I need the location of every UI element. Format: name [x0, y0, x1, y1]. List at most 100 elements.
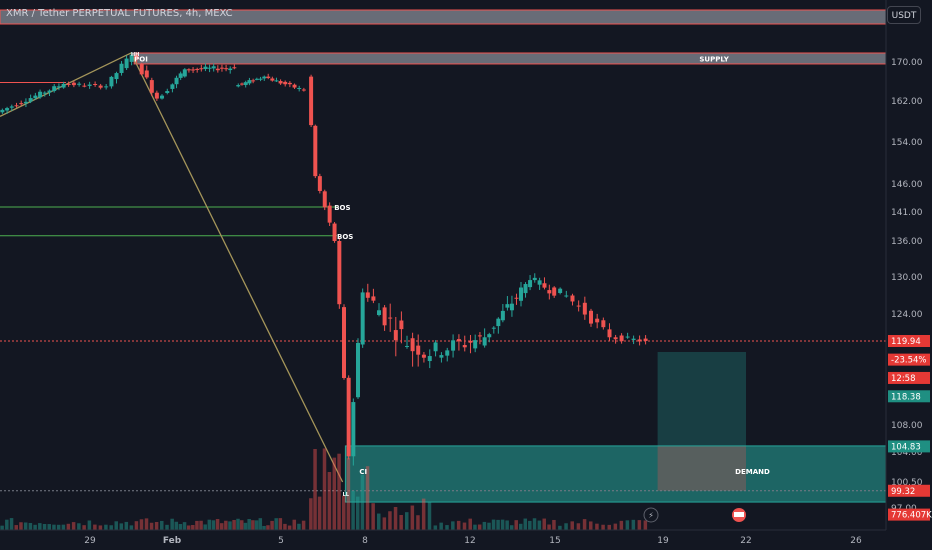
candle-body [393, 330, 398, 341]
annotation-supply: SUPPLY [699, 55, 729, 63]
volume-bar [170, 518, 174, 530]
volume-bar [5, 519, 9, 530]
candle-body [228, 68, 233, 71]
volume-bar [405, 512, 409, 530]
candle-body [297, 87, 302, 89]
volume-bar [228, 521, 232, 530]
volume-bar [595, 523, 599, 530]
candle-body [14, 105, 19, 107]
candle-body [547, 290, 552, 294]
volume-bar [42, 523, 47, 530]
volume-bar [462, 522, 467, 530]
volume-bar [377, 513, 381, 530]
volume-bar [332, 457, 337, 530]
candle-body [327, 205, 332, 223]
candle-body [186, 69, 191, 71]
volume-bar [317, 496, 322, 530]
price-tag-label: 776.407K [891, 511, 932, 521]
candle-body [351, 402, 356, 457]
candle-body [114, 73, 119, 80]
volume-bar [182, 522, 187, 530]
candle-body [5, 108, 10, 111]
candle-body [0, 109, 5, 113]
candle-body [160, 95, 165, 99]
y-tick-label: 136.00 [891, 237, 923, 247]
volume-bar [327, 472, 332, 530]
price-tag [888, 353, 930, 366]
volume-bar [165, 524, 169, 530]
position-loss-zone[interactable] [657, 446, 746, 491]
volume-bar [254, 520, 259, 530]
volume-bar [247, 519, 251, 530]
candle-body [637, 339, 642, 342]
volume-bar [509, 525, 514, 530]
volume-bar [301, 520, 306, 530]
volume-bar [199, 520, 203, 530]
candle-body [558, 288, 563, 293]
candle-body [356, 342, 360, 398]
volume-bar [224, 520, 228, 530]
candle-body [98, 85, 103, 88]
volume-bar [410, 505, 415, 530]
volume-bar [77, 523, 81, 530]
candle-body [129, 54, 134, 62]
volume-bar [365, 466, 370, 530]
candle-body [399, 320, 404, 330]
volume-bar [532, 518, 537, 530]
candle-body [491, 327, 496, 329]
candle-body [496, 318, 501, 327]
price-axis[interactable] [886, 0, 932, 550]
time-axis[interactable] [0, 530, 932, 550]
volume-bar [236, 518, 240, 530]
volume-bar [191, 525, 195, 530]
volume-bar [292, 519, 297, 530]
candle-body [462, 345, 467, 348]
trendline-0[interactable] [0, 52, 344, 483]
volume-bar [487, 522, 491, 530]
candle-body [451, 340, 456, 351]
candle-body [427, 356, 432, 362]
currency-button[interactable]: USDT [887, 6, 921, 24]
candle-body [19, 103, 24, 105]
candle-body [456, 339, 461, 342]
volume-bar [243, 522, 248, 530]
volume-bar [178, 524, 183, 530]
candle-body [82, 85, 87, 87]
candle-body [388, 317, 393, 319]
lightning-icon[interactable] [643, 507, 659, 523]
volume-bar [528, 520, 532, 530]
candle-body [195, 68, 200, 70]
volume-bar [278, 518, 283, 530]
candle-body [77, 83, 82, 85]
position-profit-zone[interactable] [657, 352, 746, 447]
candle-body [139, 64, 144, 75]
price-tag-label: -23.54% [891, 356, 926, 366]
volume-bar [360, 474, 365, 530]
candle-body [537, 280, 542, 285]
volume-bar [552, 519, 556, 530]
volume-bar [643, 520, 648, 530]
volume-bar [558, 525, 562, 530]
candle-body [523, 284, 528, 294]
candle-body [93, 84, 98, 86]
volume-bar [98, 525, 103, 530]
annotation-ll: LL [343, 492, 350, 498]
volume-bar [71, 522, 76, 530]
volume-bar [505, 520, 509, 530]
volume-bar [427, 501, 432, 530]
volume-bar [219, 523, 224, 530]
candle-body [576, 305, 581, 307]
annotation-poi: POI [134, 55, 148, 63]
x-tick-label: 15 [549, 536, 560, 546]
x-tick-label: 12 [464, 536, 475, 546]
candle-body [219, 67, 224, 69]
candle-body [207, 67, 212, 69]
lightning-glyph: ⚡ [648, 511, 654, 520]
volume-bar [500, 519, 505, 530]
volume-bar [23, 522, 28, 530]
symbol-title: XMR / Tether PERPETUAL FUTURES, 4h, MEXC [6, 8, 233, 19]
candle-body [382, 307, 387, 326]
candle-body [607, 329, 612, 338]
candle-body [582, 302, 587, 315]
